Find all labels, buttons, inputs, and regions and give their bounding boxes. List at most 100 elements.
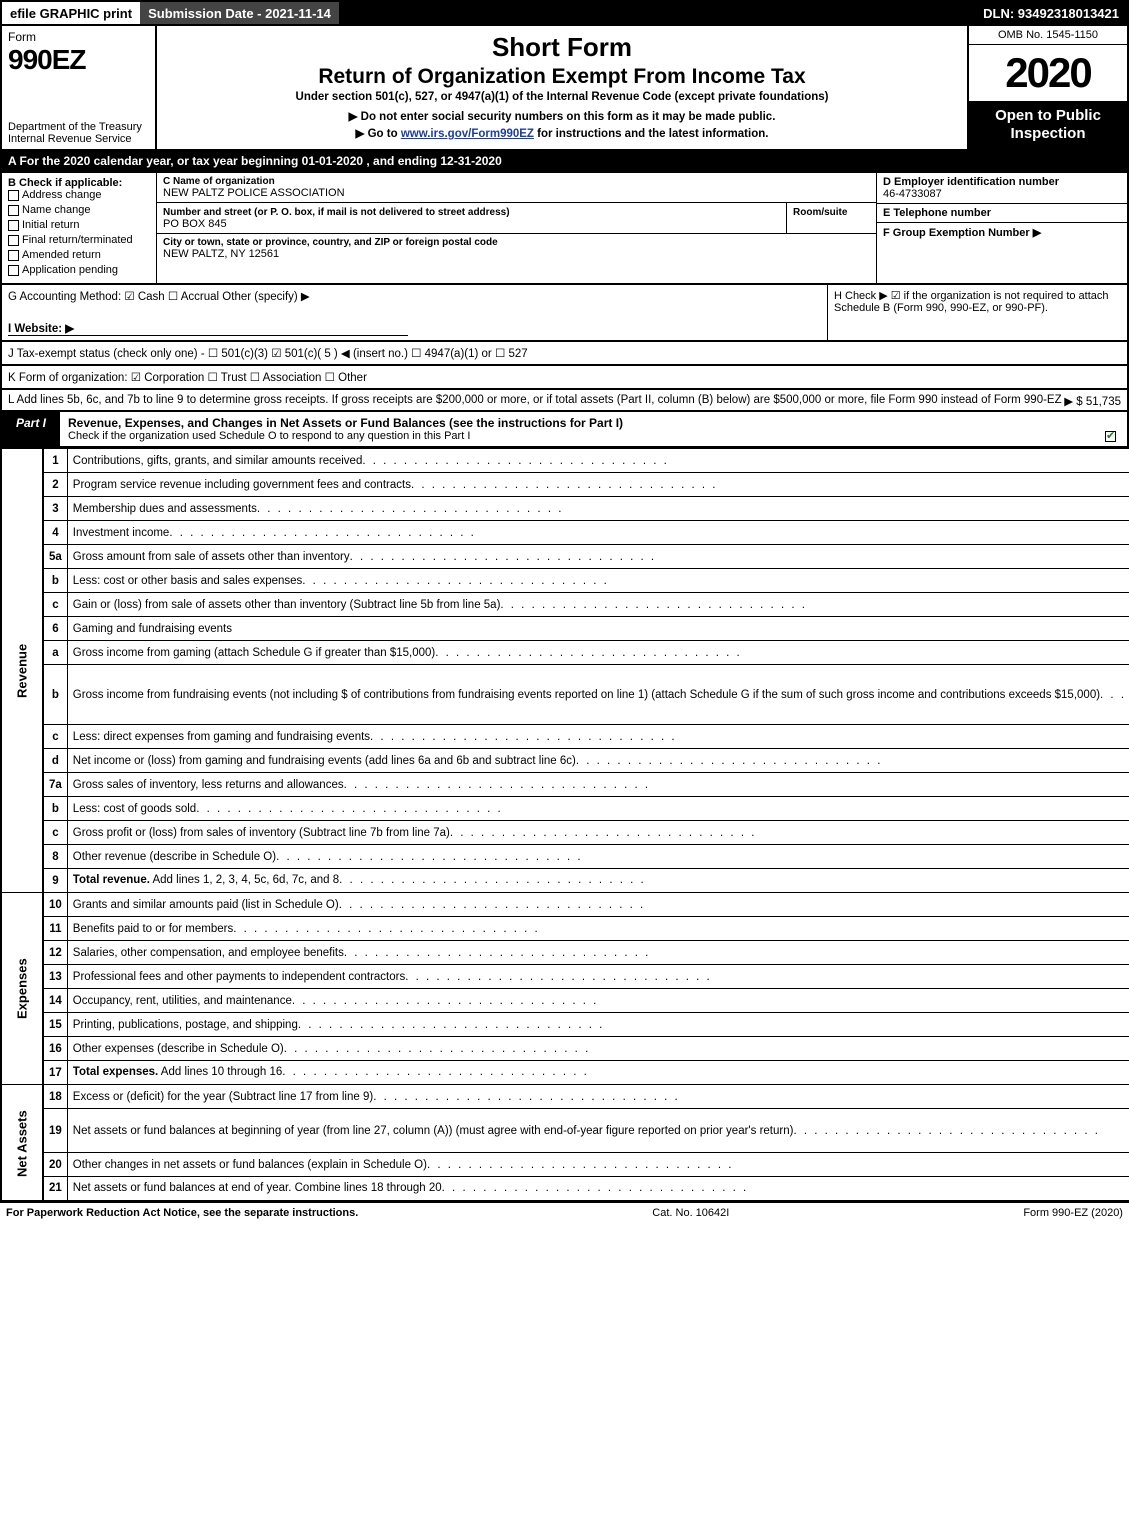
line-desc: Other changes in net assets or fund bala… [67, 1153, 1129, 1177]
line-desc: Grants and similar amounts paid (list in… [67, 893, 1129, 917]
part1-checkbox[interactable] [1105, 431, 1116, 442]
line-5a: 5aGross amount from sale of assets other… [1, 545, 1129, 569]
checkbox-address-change[interactable]: Address change [8, 189, 150, 201]
line-desc: Gross sales of inventory, less returns a… [67, 773, 1129, 797]
line-num: 21 [43, 1177, 67, 1201]
line-num: 14 [43, 989, 67, 1013]
line-num: 5a [43, 545, 67, 569]
line-desc: Net assets or fund balances at end of ye… [67, 1177, 1129, 1201]
line-num: 18 [43, 1085, 67, 1109]
line-desc: Program service revenue including govern… [67, 473, 1129, 497]
line-num: 7a [43, 773, 67, 797]
checkbox-application-pending[interactable]: Application pending [8, 264, 150, 276]
line-18: Net Assets18Excess or (deficit) for the … [1, 1085, 1129, 1109]
checkbox-final-return-terminated[interactable]: Final return/terminated [8, 234, 150, 246]
checkbox-initial-return[interactable]: Initial return [8, 219, 150, 231]
part1-header: Part I Revenue, Expenses, and Changes in… [0, 412, 1129, 448]
row-a-period: A For the 2020 calendar year, or tax yea… [0, 151, 1129, 173]
line-b: bGross income from fundraising events (n… [1, 665, 1129, 725]
checkbox-name-change[interactable]: Name change [8, 204, 150, 216]
line-num: 12 [43, 941, 67, 965]
ein-cell: D Employer identification number 46-4733… [877, 173, 1127, 204]
org-name-label: C Name of organization [163, 176, 870, 187]
footer-paperwork: For Paperwork Reduction Act Notice, see … [6, 1207, 358, 1219]
row-k-form-org: K Form of organization: ☑ Corporation ☐ … [0, 366, 1129, 390]
ein-label: D Employer identification number [883, 176, 1121, 188]
org-city-cell: City or town, state or province, country… [157, 234, 876, 263]
subtitle: Under section 501(c), 527, or 4947(a)(1)… [165, 91, 959, 103]
title-return: Return of Organization Exempt From Incom… [165, 65, 959, 89]
line-num: 4 [43, 521, 67, 545]
irs-link[interactable]: www.irs.gov/Form990EZ [401, 128, 534, 140]
efile-print-label[interactable]: efile GRAPHIC print [2, 2, 140, 24]
line-desc: Gross amount from sale of assets other t… [67, 545, 1129, 569]
row-l-text: L Add lines 5b, 6c, and 7b to line 9 to … [8, 394, 1062, 406]
line-desc: Less: direct expenses from gaming and fu… [67, 725, 1129, 749]
header-left: Form 990EZ Department of the Treasury In… [2, 26, 157, 149]
line-num: b [43, 569, 67, 593]
checkbox-amended-return[interactable]: Amended return [8, 249, 150, 261]
line-num: 19 [43, 1109, 67, 1153]
line-num: 8 [43, 845, 67, 869]
arrow-goto: ▶ Go to www.irs.gov/Form990EZ for instru… [165, 126, 959, 140]
line-4: 4Investment income432 [1, 521, 1129, 545]
line-desc: Salaries, other compensation, and employ… [67, 941, 1129, 965]
addr-value: PO BOX 845 [163, 218, 782, 230]
line-num: 16 [43, 1037, 67, 1061]
line-c: cGross profit or (loss) from sales of in… [1, 821, 1129, 845]
header-right: OMB No. 1545-1150 2020 Open to Public In… [967, 26, 1127, 149]
open-public-badge: Open to Public Inspection [969, 101, 1127, 149]
line-num: c [43, 821, 67, 845]
addr-label: Number and street (or P. O. box, if mail… [163, 207, 510, 218]
form-header: Form 990EZ Department of the Treasury In… [0, 26, 1129, 151]
top-bar: efile GRAPHIC print Submission Date - 20… [0, 0, 1129, 26]
line-15: 15Printing, publications, postage, and s… [1, 1013, 1129, 1037]
org-addr-cell: Number and street (or P. O. box, if mail… [157, 203, 876, 234]
line-num: a [43, 641, 67, 665]
line-10: Expenses10Grants and similar amounts pai… [1, 893, 1129, 917]
part1-note: Check if the organization used Schedule … [68, 430, 1119, 442]
line-num: 17 [43, 1061, 67, 1085]
header-middle: Short Form Return of Organization Exempt… [157, 26, 967, 149]
line-desc: Other expenses (describe in Schedule O) [67, 1037, 1129, 1061]
line-b: bLess: cost or other basis and sales exp… [1, 569, 1129, 593]
part1-table: Revenue1Contributions, gifts, grants, an… [0, 448, 1129, 1202]
line-desc: Less: cost or other basis and sales expe… [67, 569, 1129, 593]
line-desc: Contributions, gifts, grants, and simila… [67, 449, 1129, 473]
line-desc: Gross profit or (loss) from sales of inv… [67, 821, 1129, 845]
line-num: 20 [43, 1153, 67, 1177]
line-3: 3Membership dues and assessments329,578 [1, 497, 1129, 521]
part1-title: Revenue, Expenses, and Changes in Net As… [68, 416, 623, 430]
line-9: 9Total revenue. Add lines 1, 2, 3, 4, 5c… [1, 869, 1129, 893]
line-desc: Other revenue (describe in Schedule O) [67, 845, 1129, 869]
line-7a: 7aGross sales of inventory, less returns… [1, 773, 1129, 797]
arrow-ssn: ▶ Do not enter social security numbers o… [165, 109, 959, 123]
section-bcdef: B Check if applicable: Address changeNam… [0, 173, 1129, 285]
line-8: 8Other revenue (describe in Schedule O)8 [1, 845, 1129, 869]
form-number: 990EZ [8, 44, 149, 76]
footer-catno: Cat. No. 10642I [652, 1207, 729, 1219]
dln-label: DLN: 93492318013421 [975, 2, 1127, 24]
line-desc: Gross income from fundraising events (no… [67, 665, 1129, 725]
city-label: City or town, state or province, country… [163, 237, 870, 248]
dept-line2: Internal Revenue Service [8, 133, 149, 145]
side-label-expenses: Expenses [1, 893, 43, 1085]
city-value: NEW PALTZ, NY 12561 [163, 248, 870, 260]
line-desc: Printing, publications, postage, and shi… [67, 1013, 1129, 1037]
line-c: cLess: direct expenses from gaming and f… [1, 725, 1129, 749]
submission-date: Submission Date - 2021-11-14 [140, 2, 339, 24]
line-14: 14Occupancy, rent, utilities, and mainte… [1, 989, 1129, 1013]
line-c: cGain or (loss) from sale of assets othe… [1, 593, 1129, 617]
dept-treasury: Department of the Treasury Internal Reve… [8, 121, 149, 145]
line-desc: Gross income from gaming (attach Schedul… [67, 641, 1129, 665]
line-a: aGross income from gaming (attach Schedu… [1, 641, 1129, 665]
tax-year: 2020 [969, 45, 1127, 101]
line-num: b [43, 797, 67, 821]
side-label-netassets: Net Assets [1, 1085, 43, 1201]
omb-number: OMB No. 1545-1150 [969, 26, 1127, 45]
line-desc: Benefits paid to or for members [67, 917, 1129, 941]
line-desc: Excess or (deficit) for the year (Subtra… [67, 1085, 1129, 1109]
line-16: 16Other expenses (describe in Schedule O… [1, 1037, 1129, 1061]
row-gi-left: G Accounting Method: ☑ Cash ☐ Accrual Ot… [2, 285, 827, 340]
line-num: 15 [43, 1013, 67, 1037]
